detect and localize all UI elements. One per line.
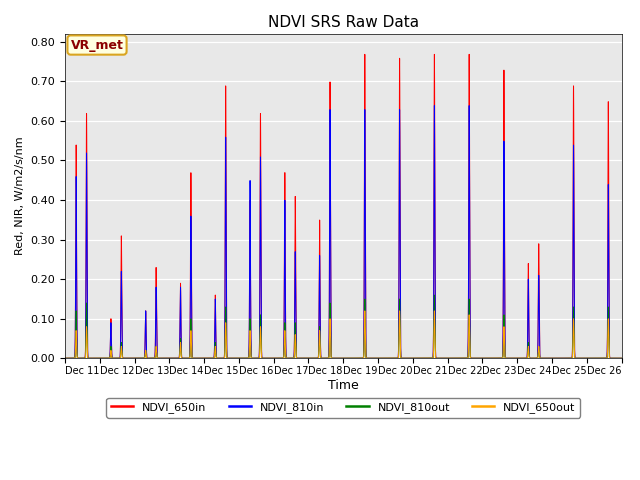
X-axis label: Time: Time (328, 379, 358, 392)
NDVI_650out (61, 355, 69, 361)
NDVI_650out (415, 355, 422, 361)
NDVI_810out (431, 292, 438, 298)
NDVI_650in (262, 355, 270, 361)
NDVI_650out (339, 355, 347, 361)
NDVI_810out (89, 355, 97, 361)
NDVI_810in (89, 355, 97, 361)
NDVI_650in (339, 355, 347, 361)
NDVI_810in (431, 103, 438, 108)
NDVI_810out (339, 355, 347, 361)
NDVI_810in (504, 355, 511, 361)
NDVI_650in (618, 355, 625, 361)
NDVI_810in (339, 355, 347, 361)
NDVI_650in (415, 355, 422, 361)
NDVI_650out (618, 355, 625, 361)
Line: NDVI_810in: NDVI_810in (65, 106, 621, 358)
NDVI_650out (504, 355, 511, 361)
NDVI_810out (504, 355, 511, 361)
Legend: NDVI_650in, NDVI_810in, NDVI_810out, NDVI_650out: NDVI_650in, NDVI_810in, NDVI_810out, NDV… (106, 398, 580, 418)
NDVI_650out (361, 308, 369, 314)
NDVI_810in (390, 355, 398, 361)
NDVI_810out (618, 355, 625, 361)
NDVI_650in (61, 355, 69, 361)
NDVI_650in (390, 355, 398, 361)
NDVI_810out (415, 355, 422, 361)
Title: NDVI SRS Raw Data: NDVI SRS Raw Data (268, 15, 419, 30)
NDVI_650out (262, 355, 270, 361)
NDVI_810in (618, 355, 625, 361)
NDVI_810in (474, 355, 481, 361)
NDVI_810out (61, 355, 69, 361)
Line: NDVI_650out: NDVI_650out (65, 311, 621, 358)
Line: NDVI_810out: NDVI_810out (65, 295, 621, 358)
NDVI_810out (262, 355, 270, 361)
NDVI_810in (262, 355, 270, 361)
NDVI_650in (504, 355, 511, 361)
Line: NDVI_650in: NDVI_650in (65, 54, 621, 358)
NDVI_650out (390, 355, 398, 361)
Y-axis label: Red, NIR, W/m2/s/nm: Red, NIR, W/m2/s/nm (15, 137, 25, 255)
NDVI_810out (390, 355, 398, 361)
NDVI_650in (361, 51, 369, 57)
NDVI_810out (474, 355, 481, 361)
NDVI_650out (89, 355, 97, 361)
NDVI_650in (474, 355, 481, 361)
NDVI_650out (474, 355, 481, 361)
Text: VR_met: VR_met (70, 38, 124, 51)
NDVI_650in (89, 355, 97, 361)
NDVI_810in (61, 355, 69, 361)
NDVI_810in (415, 355, 422, 361)
